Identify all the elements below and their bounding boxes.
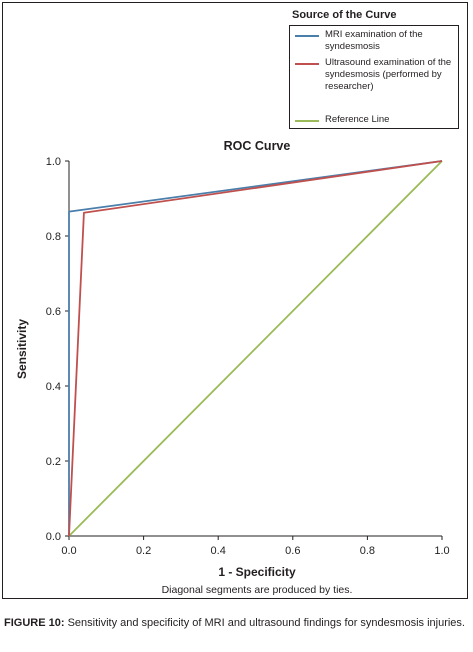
caption-label: FIGURE 10: <box>4 617 65 629</box>
y-tick-label: 0.8 <box>46 231 61 243</box>
legend-label: Ultrasound examination of the syndesmosi… <box>325 57 452 92</box>
y-tick-label: 0.4 <box>46 381 61 393</box>
figure-caption: FIGURE 10: Sensitivity and specificity o… <box>4 616 468 631</box>
x-tick-label: 0.4 <box>211 545 226 557</box>
x-tick-label: 0.2 <box>136 545 151 557</box>
caption-text: Sensitivity and specificity of MRI and u… <box>64 617 465 629</box>
legend-label: Reference Line <box>325 114 390 125</box>
legend-label: MRI examination of the syndesmosis <box>325 29 423 52</box>
x-tick-label: 0.0 <box>61 545 76 557</box>
x-tick-label: 1.0 <box>434 545 449 557</box>
x-tick-label: 0.6 <box>285 545 300 557</box>
legend-swatch <box>295 35 319 37</box>
y-tick-label: 1.0 <box>46 156 61 168</box>
legend-swatch <box>295 120 319 122</box>
y-tick-label: 0.0 <box>46 531 61 543</box>
chart-title: ROC Curve <box>224 139 291 153</box>
roc-chart: ROC Curve 0.0 0.2 0.4 0.6 0.8 1.0 0.0 0.2 0.4 0.6… <box>15 139 450 596</box>
mri-roc-line <box>68 160 443 536</box>
legend-title: Source of the Curve <box>292 9 397 21</box>
legend-entry-ultrasound: Ultrasound examination of the syndesmosi… <box>295 57 457 93</box>
plot-area: 0.0 0.2 0.4 0.6 0.8 1.0 0.0 0.2 0.4 0.6 0.8 1.0 <box>46 156 450 557</box>
legend-entry-reference: Reference Line <box>295 114 457 126</box>
x-tick-label: 0.8 <box>360 545 375 557</box>
y-axis-label: Sensitivity <box>15 319 29 379</box>
y-tick-label: 0.6 <box>46 306 61 318</box>
legend: MRI examination of the syndesmosis Ultras… <box>289 25 459 129</box>
chart-footnote: Diagonal segments are produced by ties. <box>162 584 353 596</box>
ultrasound-roc-line <box>68 160 443 537</box>
reference-line <box>68 160 443 537</box>
y-tick-label: 0.2 <box>46 456 61 468</box>
x-axis-label: 1 - Specificity <box>218 565 296 579</box>
legend-entry-mri: MRI examination of the syndesmosis <box>295 29 457 53</box>
legend-swatch <box>295 63 319 65</box>
